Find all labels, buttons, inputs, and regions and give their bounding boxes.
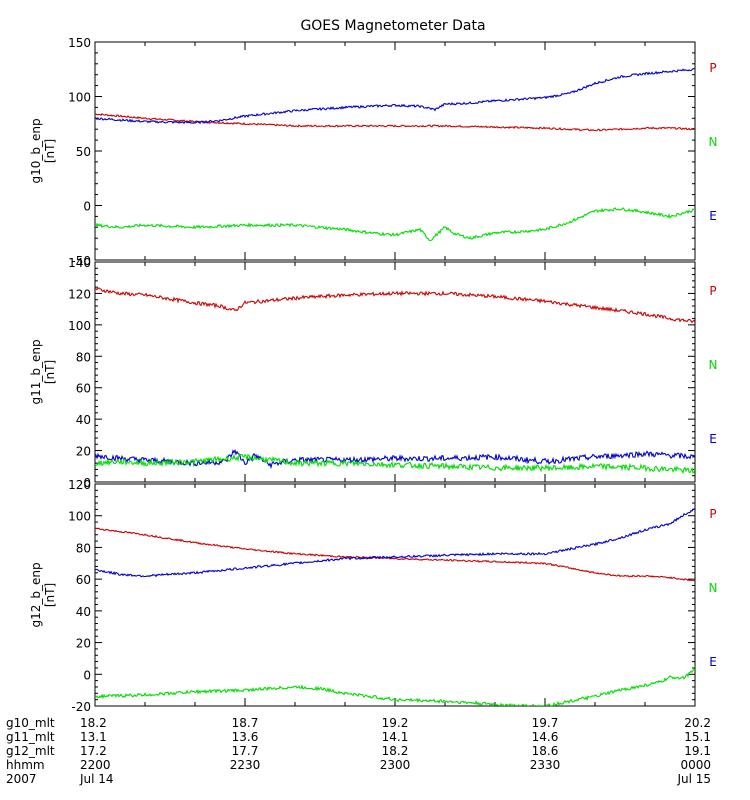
series-line-N [95,207,695,242]
y-axis-unit: [nT] [43,139,57,163]
x-tick-label: 2300 [380,758,411,772]
legend-N: N [709,135,718,149]
legend-P: P [709,507,716,521]
y-tick-label: -50 [71,254,91,268]
x-tick-label: 19.7 [532,716,559,730]
y-tick-label: 60 [76,382,91,396]
x-axis-row-g12_mlt: g12_mlt 17.2 17.7 18.2 18.6 19.1 [6,744,711,758]
y-tick-label: 0 [83,476,91,490]
x-tick-label: 2330 [530,758,561,772]
y-tick-label: 120 [68,478,91,492]
panel-2: 0 20 40 60 80 100 120 140 g11_b_enp [nT] P N E [29,256,717,490]
series-line-E [95,68,695,125]
legend-E: E [709,655,717,669]
y-tick-label: 100 [68,319,91,333]
y-tick-label: 140 [68,256,91,270]
x-tick-label: 18.2 [80,716,107,730]
series-line-N [95,666,695,706]
x-axis-row-hhmm: hhmm 2200 2230 2300 2330 0000 [6,758,711,772]
y-axis-label: g10_b_enp [29,118,43,183]
x-axis-row-label: 2007 [6,772,37,786]
y-tick-label: 0 [83,200,91,214]
panel-1: -50 0 50 100 150 g10_b_enp [nT] P N E [29,36,717,268]
x-tick-label: 2200 [80,758,111,772]
legend-E: E [709,209,717,223]
x-axis-row-label: g10_mlt [6,716,55,730]
x-tick-label: 18.7 [232,716,259,730]
series-line-P [95,113,695,132]
y-tick-label: 20 [76,445,91,459]
y-axis-unit: [nT] [43,583,57,607]
legend-P: P [709,61,716,75]
x-tick-label: 13.1 [80,730,107,744]
x-axis-row-label: hhmm [6,758,45,772]
x-tick-label: 2230 [230,758,261,772]
legend-N: N [709,358,718,372]
y-tick-label: 120 [68,287,91,301]
series-line-P [95,527,695,582]
y-tick-label: 100 [68,510,91,524]
series-line-E [95,448,695,470]
x-tick-label: 14.1 [382,730,409,744]
x-tick-label: Jul 15 [676,772,711,786]
x-tick-label: 19.2 [382,716,409,730]
panel-3: -20 0 20 40 60 80 100 120 g12_b_enp [nT] P N E [29,478,717,714]
x-axis-row-g11_mlt: g11_mlt 13.1 13.6 14.1 14.6 15.1 [6,730,711,744]
y-tick-label: 40 [76,413,91,427]
x-axis-row-2007: 2007 Jul 14 Jul 15 [6,772,711,786]
x-tick-label: 15.1 [684,730,711,744]
y-tick-label: 80 [76,350,91,364]
panel-frame [94,261,696,483]
panel-frame [94,483,696,707]
series-line-E [95,508,695,578]
y-axis-label: g11_b_enp [29,339,43,404]
y-tick-label: 40 [76,605,91,619]
series-line-N [95,453,695,475]
x-tick-label: 17.2 [80,744,107,758]
y-tick-label: 80 [76,541,91,555]
x-axis-row-label: g11_mlt [6,730,55,744]
y-tick-label: 20 [76,637,91,651]
y-tick-label: 50 [76,145,91,159]
legend-N: N [709,581,718,595]
x-tick-label: Jul 14 [79,772,114,786]
x-tick-label: 18.6 [532,744,559,758]
y-axis-unit: [nT] [43,360,57,384]
y-axis-label: g12_b_enp [29,562,43,627]
legend-P: P [709,284,716,298]
x-tick-label: 20.2 [684,716,711,730]
x-tick-label: 14.6 [532,730,559,744]
x-tick-label: 18.2 [382,744,409,758]
x-axis-label-table: g10_mlt 18.2 18.7 19.2 19.7 20.2 g11_mlt 13.1 13… [6,716,711,786]
x-axis-row-label: g12_mlt [6,744,55,758]
y-tick-label: 0 [83,668,91,682]
x-tick-label: 19.1 [684,744,711,758]
y-tick-label: 150 [68,36,91,50]
x-tick-label: 13.6 [232,730,259,744]
x-axis-row-g10_mlt: g10_mlt 18.2 18.7 19.2 19.7 20.2 [6,716,711,730]
legend-E: E [709,432,717,446]
y-tick-label: 100 [68,91,91,105]
x-tick-label: 0000 [680,758,711,772]
y-tick-label: -20 [71,700,91,714]
chart-title: GOES Magnetometer Data [300,18,485,34]
series-line-P [95,287,695,324]
y-tick-label: 60 [76,573,91,587]
x-tick-label: 17.7 [232,744,259,758]
